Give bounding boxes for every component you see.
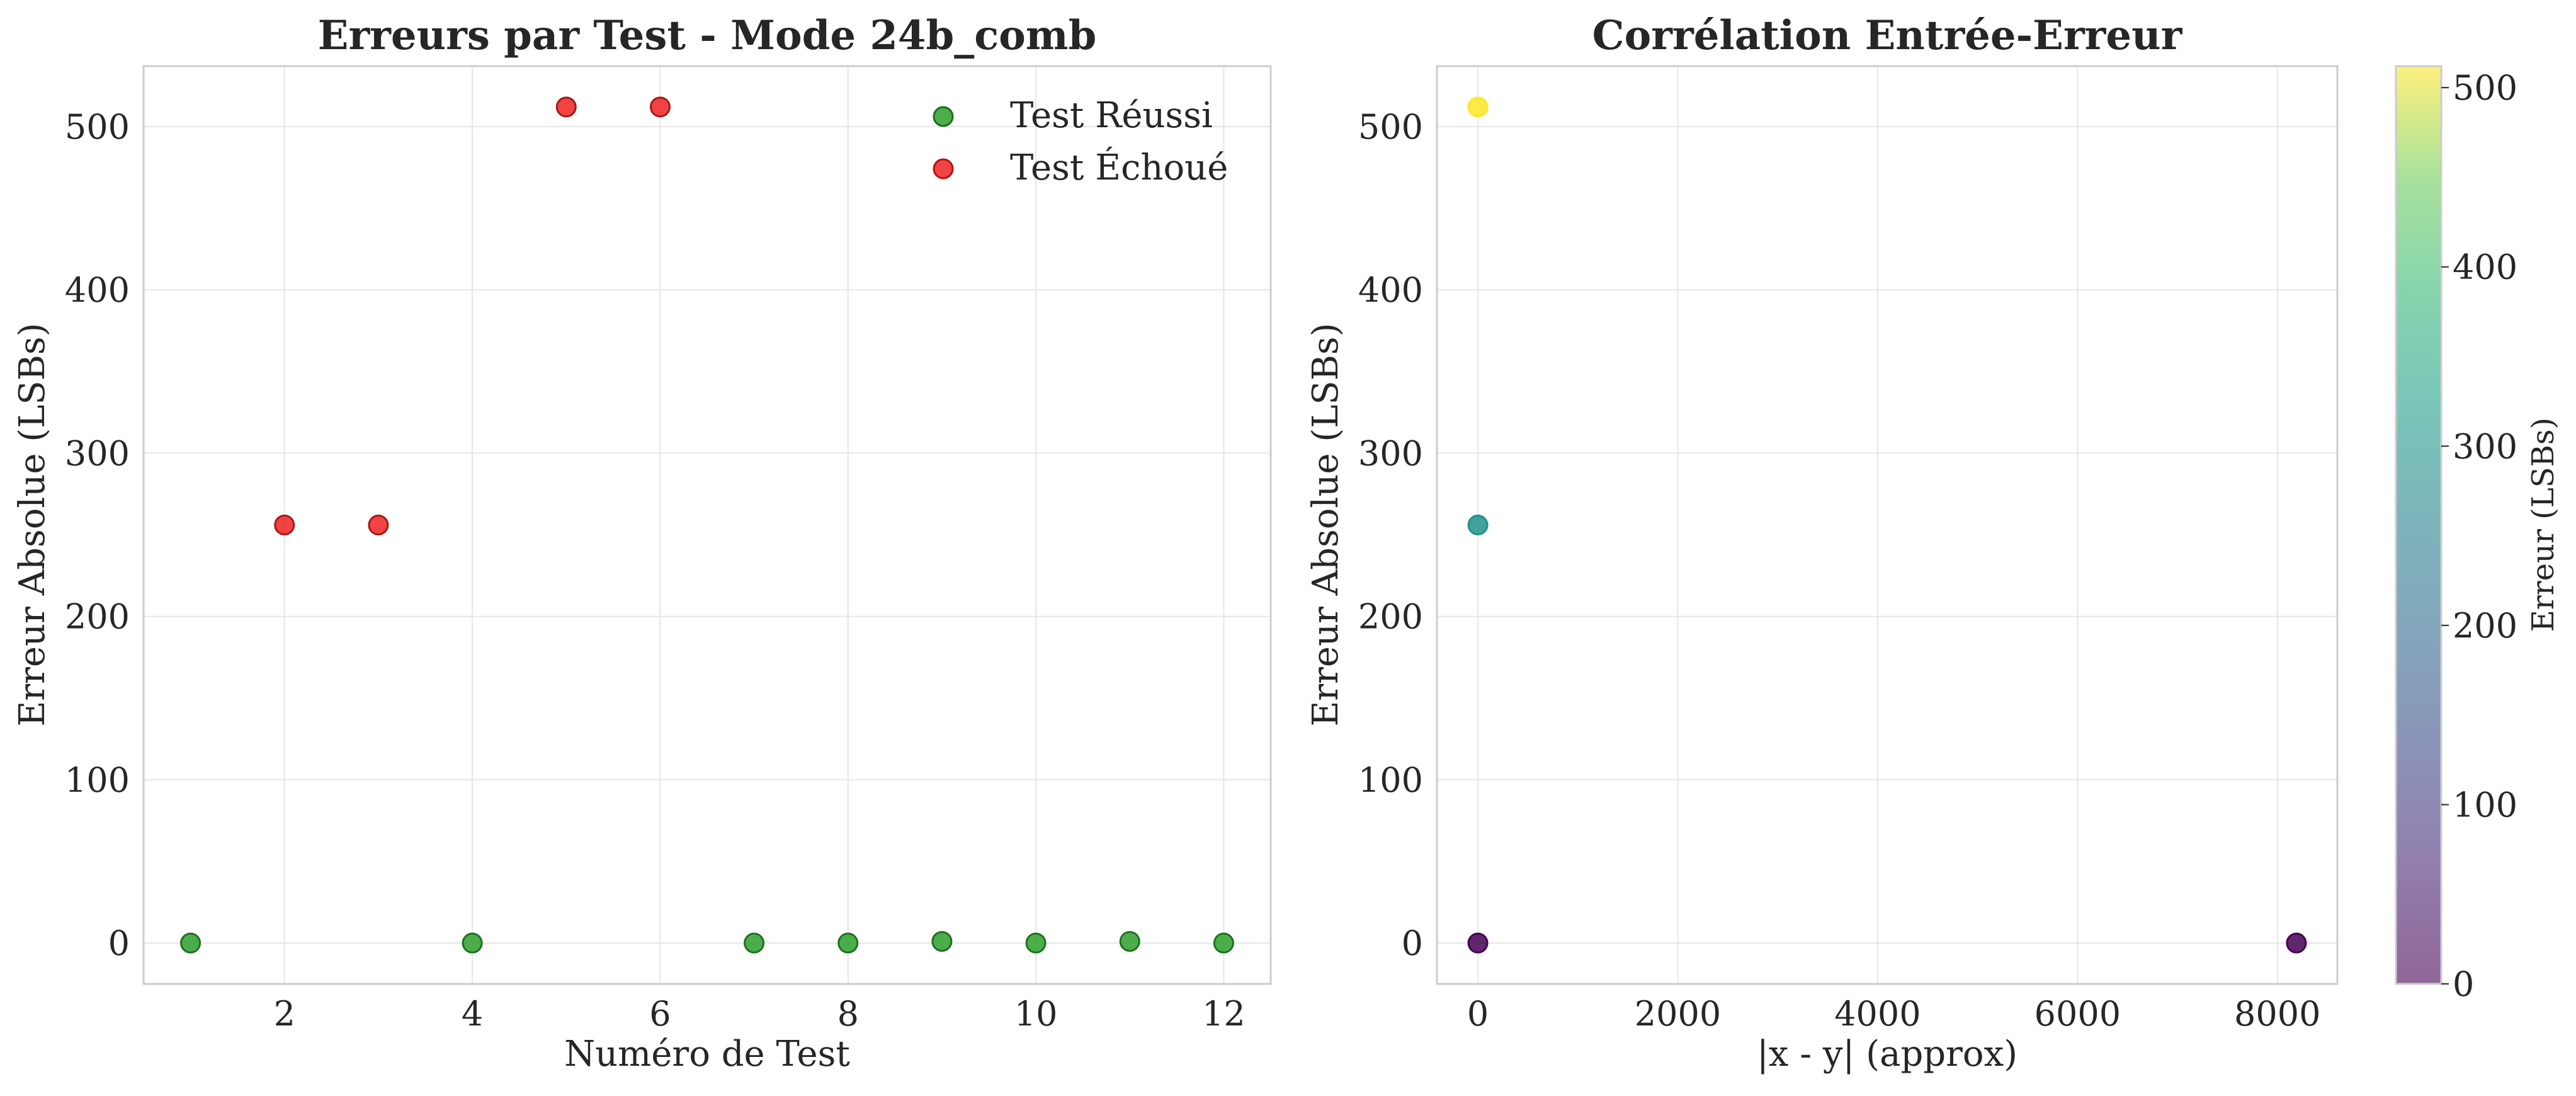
colorbar-tick-label: 0	[2453, 964, 2474, 1004]
colorbar-frame	[2395, 65, 2443, 985]
legend: Test Réussi Test Échoué	[933, 95, 1228, 188]
x-tick-label: 4	[462, 994, 483, 1034]
y-tick-label: 400	[1358, 270, 1423, 310]
x-ticks-right: 0 2000 4000 6000 8000	[1467, 994, 2321, 1034]
legend-marker-failure	[933, 158, 954, 180]
colorbar-tick-label: 500	[2453, 68, 2517, 108]
y-tick-label: 400	[65, 270, 130, 310]
data-point	[1025, 932, 1047, 954]
y-tick-label: 200	[65, 597, 130, 637]
y-tick-label: 300	[65, 433, 130, 473]
colorbar-tick-label: 200	[2453, 606, 2517, 646]
legend-marker-success	[933, 106, 954, 127]
data-point	[274, 515, 295, 535]
x-ticks-left: 2 4 6 8 10 12	[274, 994, 1245, 1034]
data-point	[1467, 96, 1489, 118]
y-tick-label: 0	[1402, 923, 1423, 963]
data-point	[649, 96, 671, 118]
data-point	[368, 515, 389, 535]
data-point	[180, 932, 201, 954]
x-tick-label: 4000	[1834, 994, 1921, 1034]
data-point	[555, 96, 577, 118]
grid-left	[144, 66, 1271, 984]
y-ticks-right: 0 100 200 300 400 500	[1358, 107, 1423, 963]
x-tick-label: 8	[837, 994, 859, 1034]
x-axis-label-right: |x - y| (approx)	[1757, 1034, 2017, 1075]
y-tick-label: 500	[65, 107, 130, 147]
data-point	[744, 932, 765, 954]
data-point	[837, 932, 859, 954]
chart-title-left: Erreurs par Test - Mode 24b_comb	[318, 12, 1097, 59]
y-tick-label: 500	[1358, 107, 1423, 147]
y-tick-label: 100	[65, 760, 130, 800]
x-axis-label-left: Numéro de Test	[564, 1034, 850, 1075]
x-tick-label: 6000	[2034, 994, 2121, 1034]
y-tick-label: 300	[1358, 433, 1423, 473]
data-point	[1119, 931, 1140, 952]
colorbar-tick-label: 300	[2453, 426, 2517, 466]
data-point	[1467, 932, 1489, 954]
chart-left: 0 100 200 300 400 500 2 4 6 8 10 12 Erreurs par Te…	[12, 12, 1272, 1075]
data-point	[1213, 932, 1234, 954]
points-right	[1467, 96, 2307, 954]
plot-area-left	[144, 66, 1271, 984]
y-tick-label: 100	[1358, 760, 1423, 800]
grid-right	[1437, 66, 2337, 984]
x-tick-label: 8000	[2234, 994, 2320, 1034]
legend-label-failure: Test Échoué	[1010, 146, 1228, 188]
x-tick-label: 2	[274, 994, 295, 1034]
x-tick-label: 6	[649, 994, 671, 1034]
colorbar-label: Erreur (LSBs)	[2526, 418, 2561, 632]
plot-frame-left	[142, 65, 1272, 985]
colorbar-gradient	[2396, 66, 2441, 984]
y-axis-label-left: Erreur Absolue (LSBs)	[12, 323, 53, 727]
y-axis-label-right: Erreur Absolue (LSBs)	[1305, 323, 1346, 727]
x-tick-label: 12	[1202, 994, 1245, 1034]
colorbar-ticks: 0 100 200 300 400 500	[2441, 68, 2517, 1004]
y-tick-label: 200	[1358, 597, 1423, 637]
x-tick-label: 0	[1467, 994, 1489, 1034]
points-left	[180, 96, 1234, 954]
chart-right: 0 100 200 300 400 500 0 2000 4000 6000 8000 Corré…	[1305, 12, 2339, 1075]
colorbar-tick-label: 100	[2453, 785, 2517, 825]
y-tick-label: 0	[108, 923, 130, 963]
chart-title-right: Corrélation Entrée-Erreur	[1592, 12, 2183, 59]
x-tick-label: 10	[1014, 994, 1058, 1034]
legend-label-success: Test Réussi	[1010, 95, 1213, 136]
data-point	[2286, 932, 2307, 954]
data-point	[462, 932, 483, 954]
data-point	[1467, 515, 1489, 535]
plot-frame-right	[1436, 65, 2339, 985]
colorbar: 0 100 200 300 400 500 Erreur (LSBs)	[2395, 65, 2561, 1004]
colorbar-tick-label: 400	[2453, 248, 2517, 287]
y-ticks-left: 0 100 200 300 400 500	[65, 107, 130, 963]
plot-area-right	[1437, 66, 2337, 984]
x-tick-label: 2000	[1635, 994, 1721, 1034]
data-point	[931, 931, 953, 952]
